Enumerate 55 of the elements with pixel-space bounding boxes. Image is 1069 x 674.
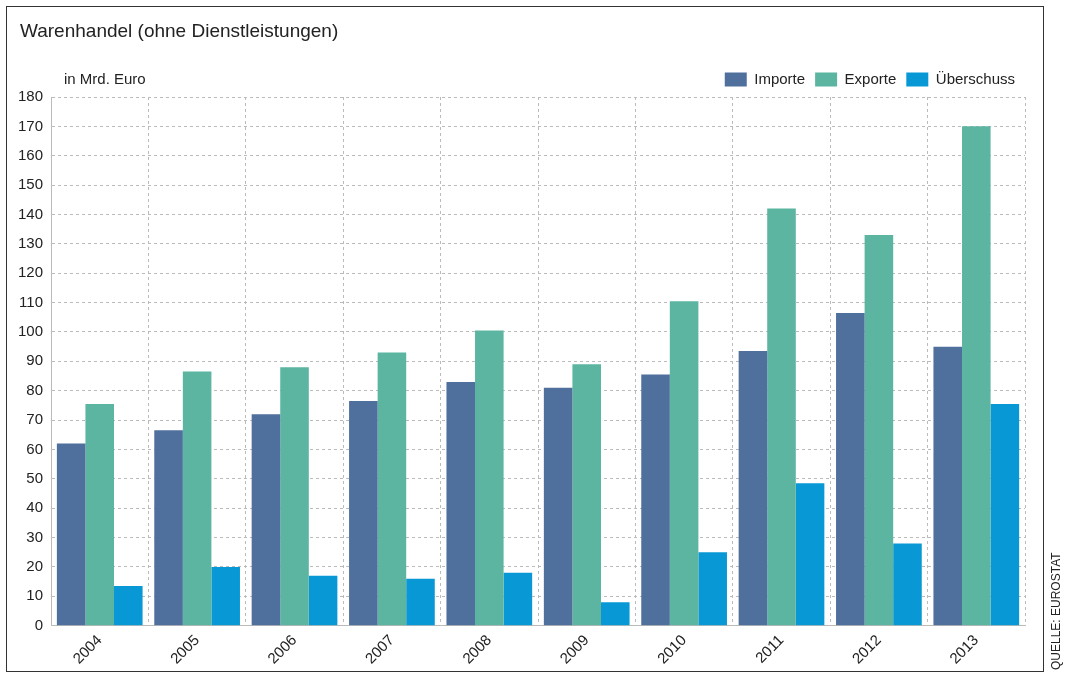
legend-label: Überschuss [935,69,1016,87]
y-tick-label: 180 [18,87,44,105]
y-tick-label: 130 [18,234,44,251]
bar [738,351,768,626]
bar [114,586,143,626]
y-tick-label: 170 [18,116,44,134]
y-tick-label: 120 [18,263,44,281]
bar [543,387,573,626]
bar [933,346,963,626]
bar [85,403,115,626]
y-tick-label: 30 [26,527,44,545]
y-tick-label: 90 [26,351,44,369]
bar [211,566,240,626]
bar [377,352,407,626]
y-tick-label: 110 [19,292,44,310]
y-tick-label: 40 [26,498,44,516]
y-tick-label: 10 [26,586,44,604]
source-note: QUELLE: EUROSTAT [1049,552,1063,670]
y-tick-label: 140 [18,204,44,222]
bar [572,364,601,626]
bar [893,543,922,626]
bar [251,414,281,626]
bar [56,443,86,626]
bar [836,312,865,626]
y-axis-title: in Mrd. Euro [64,70,146,87]
bar [349,400,378,626]
y-tick-label: 70 [26,410,44,428]
bar [767,208,796,626]
bar [406,578,435,626]
bar [446,381,476,626]
bar [308,575,338,626]
y-tick-label: 100 [18,322,44,340]
bar [475,330,504,626]
bar [280,367,309,626]
y-tick-label: 20 [26,557,44,575]
y-tick-label: 50 [26,468,44,486]
y-tick-label: 150 [18,175,44,193]
bar [962,126,991,626]
chart-title: Warenhandel (ohne Dienstleistungen) [20,20,339,42]
bar [182,371,212,626]
bar [601,602,630,626]
legend-label: Exporte [844,69,897,87]
y-tick-label: 160 [18,145,44,163]
legend-label: Importe [754,69,806,87]
bar [503,572,533,626]
y-tick-label: 80 [26,380,44,398]
bar [154,430,183,626]
bar [669,301,699,626]
bar [641,374,670,626]
y-tick-label: 60 [26,439,44,457]
bar [864,235,894,626]
bar [990,403,1020,626]
bar [795,483,825,626]
y-tick-label: 0 [34,615,44,633]
bar [698,552,727,626]
